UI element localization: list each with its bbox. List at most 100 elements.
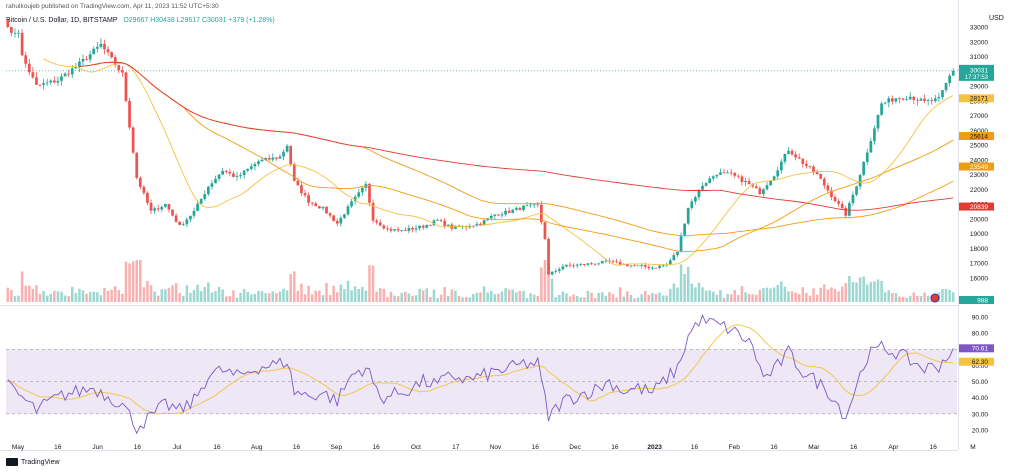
candle-body	[314, 203, 318, 207]
volume-bar	[500, 291, 504, 302]
candle-body	[24, 55, 28, 64]
volume-bar	[826, 289, 830, 302]
volume-bar	[336, 292, 339, 302]
volume-bar	[224, 296, 228, 302]
volume-bar	[686, 266, 690, 302]
rsi-tick-label: 90.00	[972, 315, 989, 322]
candle-body	[808, 165, 812, 167]
volume-bar	[543, 260, 547, 302]
candle-body	[819, 173, 823, 179]
candle-body	[805, 163, 808, 166]
candle-body	[880, 103, 883, 115]
volume-bar	[96, 292, 99, 302]
candle-body	[565, 264, 568, 267]
candle-body	[522, 205, 525, 210]
volume-bar	[321, 295, 325, 302]
candle-body	[822, 178, 826, 186]
candle-body	[765, 185, 769, 190]
candle-body	[332, 215, 336, 221]
volume-bar	[78, 288, 81, 302]
volume-bar	[744, 292, 747, 302]
volume-bar	[783, 286, 787, 302]
candle-body	[812, 166, 815, 173]
candle-body	[131, 127, 135, 153]
volume-bar	[267, 293, 271, 302]
candle-body	[31, 72, 35, 78]
volume-bar	[840, 286, 844, 302]
candle-body	[429, 224, 432, 226]
candle-body	[300, 185, 303, 194]
volume-bar	[411, 295, 414, 302]
volume-bar	[371, 265, 375, 302]
candle-body	[425, 224, 429, 228]
candle-body	[163, 203, 167, 207]
candle-body	[783, 153, 787, 162]
volume-bar	[246, 291, 249, 302]
volume-bar	[171, 285, 174, 302]
volume-bar	[70, 286, 74, 302]
volume-bar	[919, 296, 923, 302]
time-tick-label: Jun	[92, 444, 103, 451]
rsi-tick-label: 80.00	[972, 331, 989, 338]
volume-bar	[382, 288, 386, 302]
volume-bar	[858, 277, 862, 302]
volume-bar	[239, 292, 242, 302]
candle-body	[847, 203, 851, 216]
candle-body	[668, 260, 672, 265]
volume-bar	[883, 292, 887, 302]
price-tick-label: 17000	[970, 261, 988, 268]
volume-bar	[808, 295, 812, 302]
candle-body	[178, 221, 182, 225]
volume-bar	[880, 280, 883, 302]
candle-body	[146, 192, 149, 203]
volume-bar	[142, 287, 146, 302]
volume-bar	[489, 290, 493, 302]
candle-body	[267, 158, 271, 160]
rsi-signal-tag-bg	[959, 357, 994, 366]
candle-body	[321, 206, 325, 209]
volume-bar	[110, 289, 113, 302]
candle-body	[894, 98, 898, 102]
candle-body	[554, 270, 558, 272]
volume-bar	[926, 295, 930, 302]
volume-bar	[361, 287, 364, 302]
volume-bar	[343, 289, 346, 302]
volume-bar	[944, 288, 948, 302]
volume-bar	[772, 287, 776, 302]
candle-body	[189, 215, 192, 220]
candle-body	[95, 46, 99, 49]
volume-bar	[121, 293, 124, 302]
ma-20-line	[43, 58, 954, 266]
volume-bar	[20, 271, 24, 302]
candle-body	[346, 206, 350, 215]
volume-bar	[776, 285, 779, 302]
candle-body	[360, 187, 364, 193]
volume-bar	[404, 291, 407, 302]
volume-bar	[414, 295, 418, 302]
candle-body	[912, 96, 916, 100]
volume-bar	[296, 290, 300, 302]
candle-body	[217, 174, 221, 179]
candle-body	[529, 204, 532, 206]
volume-bar	[507, 289, 511, 302]
volume-bar	[425, 288, 429, 302]
candle-body	[873, 128, 876, 142]
candle-body	[493, 214, 497, 216]
volume-bar	[769, 288, 772, 302]
candle-body	[357, 192, 361, 197]
volume-bar	[855, 282, 858, 302]
volume-bar	[386, 297, 389, 302]
candle-body	[844, 207, 848, 216]
ma-value-tag: 25614	[970, 133, 988, 140]
volume-bar	[339, 284, 343, 302]
candle-body	[389, 228, 393, 231]
volume-bar	[511, 289, 514, 302]
volume-bar	[271, 291, 275, 302]
candle-body	[740, 176, 744, 183]
volume-bar	[575, 296, 579, 302]
candle-body	[905, 99, 909, 101]
volume-bar	[754, 294, 758, 302]
volume-bar	[522, 291, 525, 302]
candle-body	[307, 195, 310, 203]
